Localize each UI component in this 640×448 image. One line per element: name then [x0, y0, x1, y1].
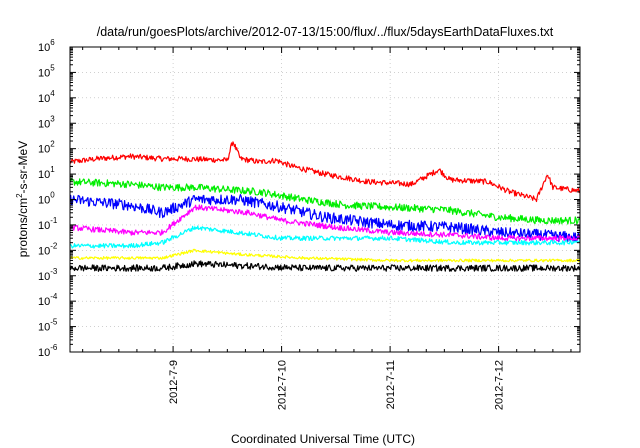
y-axis-title: protons/cm2-s-sr-MeV [15, 141, 30, 257]
y-tick-exponent: 5 [50, 63, 55, 72]
y-tick-base: 10 [38, 144, 50, 156]
y-tick-base: 10 [38, 271, 50, 283]
x-tick-label: 2012-7-10 [277, 360, 289, 410]
y-tick-exponent: -2 [50, 241, 58, 250]
y-tick-base: 10 [38, 296, 50, 308]
y-tick-base: 10 [38, 169, 50, 181]
y-tick-exponent: -6 [50, 343, 58, 352]
y-tick-base: 10 [38, 322, 50, 334]
y-tick-exponent: -4 [50, 292, 58, 301]
grid [70, 47, 580, 352]
series-line-1 [70, 141, 580, 203]
y-tick-exponent: 1 [50, 165, 55, 174]
y-tick-label: 10-5 [38, 318, 58, 334]
y-tick-base: 10 [38, 42, 50, 54]
y-tick-label: 104 [38, 89, 55, 105]
x-tick-label: 2012-7-12 [494, 360, 506, 410]
y-tick-base: 10 [38, 245, 50, 257]
y-tick-exponent: 0 [50, 191, 55, 200]
y-axis-title-sup: 2 [15, 193, 24, 198]
y-tick-exponent: 6 [50, 38, 55, 47]
y-axis-title-post: -s-sr-MeV [16, 141, 30, 194]
x-axis: 2012-7-9 2012-7-10 2012-7-11 2012-7-12 [82, 47, 572, 410]
y-tick-base: 10 [38, 195, 50, 207]
y-tick-label: 106 [38, 38, 55, 54]
y-tick-label: 105 [38, 63, 55, 79]
x-tick-label: 2012-7-9 [168, 360, 180, 404]
y-tick-base: 10 [38, 67, 50, 79]
y-tick-base: 10 [38, 93, 50, 105]
y-tick-label: 10-4 [38, 292, 58, 308]
y-tick-label: 10-3 [38, 267, 58, 283]
series-line-3 [70, 194, 580, 243]
series-layer [70, 141, 580, 272]
chart-title: /data/run/goesPlots/archive/2012-07-13/1… [97, 25, 554, 39]
series-line-5 [70, 225, 580, 249]
series-line-7 [70, 260, 580, 272]
y-tick-base: 10 [38, 118, 50, 130]
x-axis-title: Coordinated Universal Time (UTC) [231, 432, 415, 446]
series-line-6 [70, 248, 580, 263]
y-tick-label: 101 [38, 165, 55, 181]
y-tick-exponent: -1 [50, 216, 58, 225]
y-tick-label: 103 [38, 114, 55, 130]
y-tick-exponent: -5 [50, 318, 58, 327]
y-tick-label: 100 [38, 191, 55, 207]
y-tick-exponent: -3 [50, 267, 58, 276]
y-axis: 10610510410310210110010-110-210-310-410-… [38, 38, 580, 359]
y-tick-base: 10 [38, 220, 50, 232]
y-tick-label: 10-2 [38, 241, 58, 257]
y-tick-exponent: 4 [50, 89, 55, 98]
y-tick-label: 10-1 [38, 216, 58, 232]
series-line-4 [70, 204, 580, 242]
y-tick-exponent: 3 [50, 114, 55, 123]
y-tick-base: 10 [38, 347, 50, 359]
y-tick-label: 102 [38, 140, 55, 156]
y-tick-label: 10-6 [38, 343, 58, 359]
y-tick-exponent: 2 [50, 140, 55, 149]
y-axis-title-pre: protons/cm [16, 198, 30, 257]
series-line-2 [70, 178, 580, 225]
x-tick-label: 2012-7-11 [385, 360, 397, 409]
